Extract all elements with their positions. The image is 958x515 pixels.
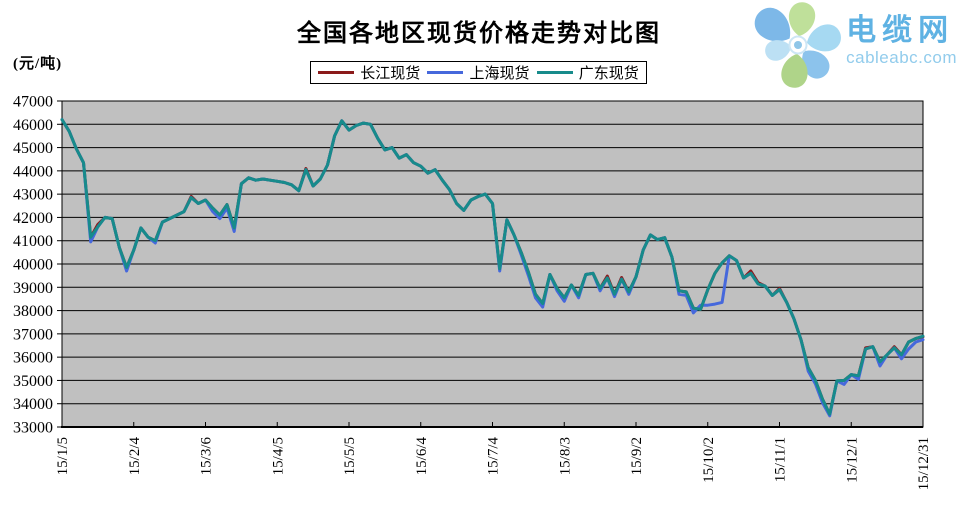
chart-title: 全国各地区现货价格走势对比图 [297, 21, 661, 47]
changjiang-line-swatch [318, 71, 355, 74]
x-tick-label: 15/1/5 [55, 437, 71, 475]
x-tick-label: 15/10/2 [701, 437, 717, 483]
x-tick-label: 15/12/1 [844, 437, 860, 483]
x-tick-label: 15/8/3 [557, 437, 573, 475]
legend-item-shanghai: 上海现货 [427, 62, 530, 83]
y-tick-label: 40000 [13, 257, 53, 274]
x-tick-label: 15/9/2 [629, 437, 645, 475]
legend-label-changjiang: 长江现货 [360, 66, 421, 82]
y-tick-label: 36000 [13, 350, 53, 367]
guangdong-line-swatch [536, 71, 573, 74]
y-tick-label: 42000 [13, 210, 53, 227]
legend-item-guangdong: 广东现货 [536, 62, 639, 83]
cableabc-logo: 电缆网 cableabc.com [750, 0, 957, 88]
logo-domain: cableabc.com [846, 47, 957, 67]
y-tick-label: 41000 [13, 233, 53, 250]
logo-name: 电缆网 [846, 14, 955, 47]
legend-item-changjiang: 长江现货 [318, 62, 420, 83]
y-tick-label: 33000 [13, 420, 53, 437]
x-tick-label: 15/4/5 [270, 437, 286, 475]
x-tick-label: 15/2/4 [127, 437, 143, 476]
legend-label-shanghai: 上海现货 [469, 66, 530, 82]
legend-label-guangdong: 广东现货 [578, 66, 639, 82]
x-tick-label: 15/5/5 [342, 437, 358, 475]
x-tick-label: 15/6/4 [414, 437, 430, 476]
y-tick-label: 45000 [13, 140, 53, 157]
y-tick-label: 46000 [13, 117, 53, 134]
y-tick-label: 34000 [13, 396, 53, 413]
x-tick-label: 15/3/6 [199, 437, 215, 476]
y-tick-label: 39000 [13, 280, 53, 297]
shanghai-line-swatch [427, 71, 464, 74]
y-tick-label: 44000 [13, 163, 53, 180]
y-axis-unit-label: (元/吨) [13, 56, 63, 72]
x-tick-label: 15/11/1 [773, 437, 789, 482]
x-tick-label: 15/7/4 [486, 437, 502, 476]
x-axis: 15/1/5 15/2/4 15/3/6 15/4/5 15/5/5 15/6/4 15/7… [55, 422, 932, 490]
legend: 长江现货 上海现货 广东现货 [310, 61, 647, 84]
y-axis: 33000 34000 35000 36000 37000 38000 39000 40000… [13, 94, 62, 437]
y-tick-label: 47000 [13, 94, 53, 111]
y-tick-label: 35000 [13, 373, 53, 390]
flower-logo-icon [754, 2, 842, 88]
logo-text: 电缆网 cableabc.com [846, 15, 957, 68]
x-tick-label: 15/12/31 [916, 437, 932, 490]
y-tick-label: 43000 [13, 187, 53, 204]
y-tick-label: 37000 [13, 326, 53, 343]
y-tick-label: 38000 [13, 303, 53, 320]
series-line-guangdong [60, 118, 925, 416]
